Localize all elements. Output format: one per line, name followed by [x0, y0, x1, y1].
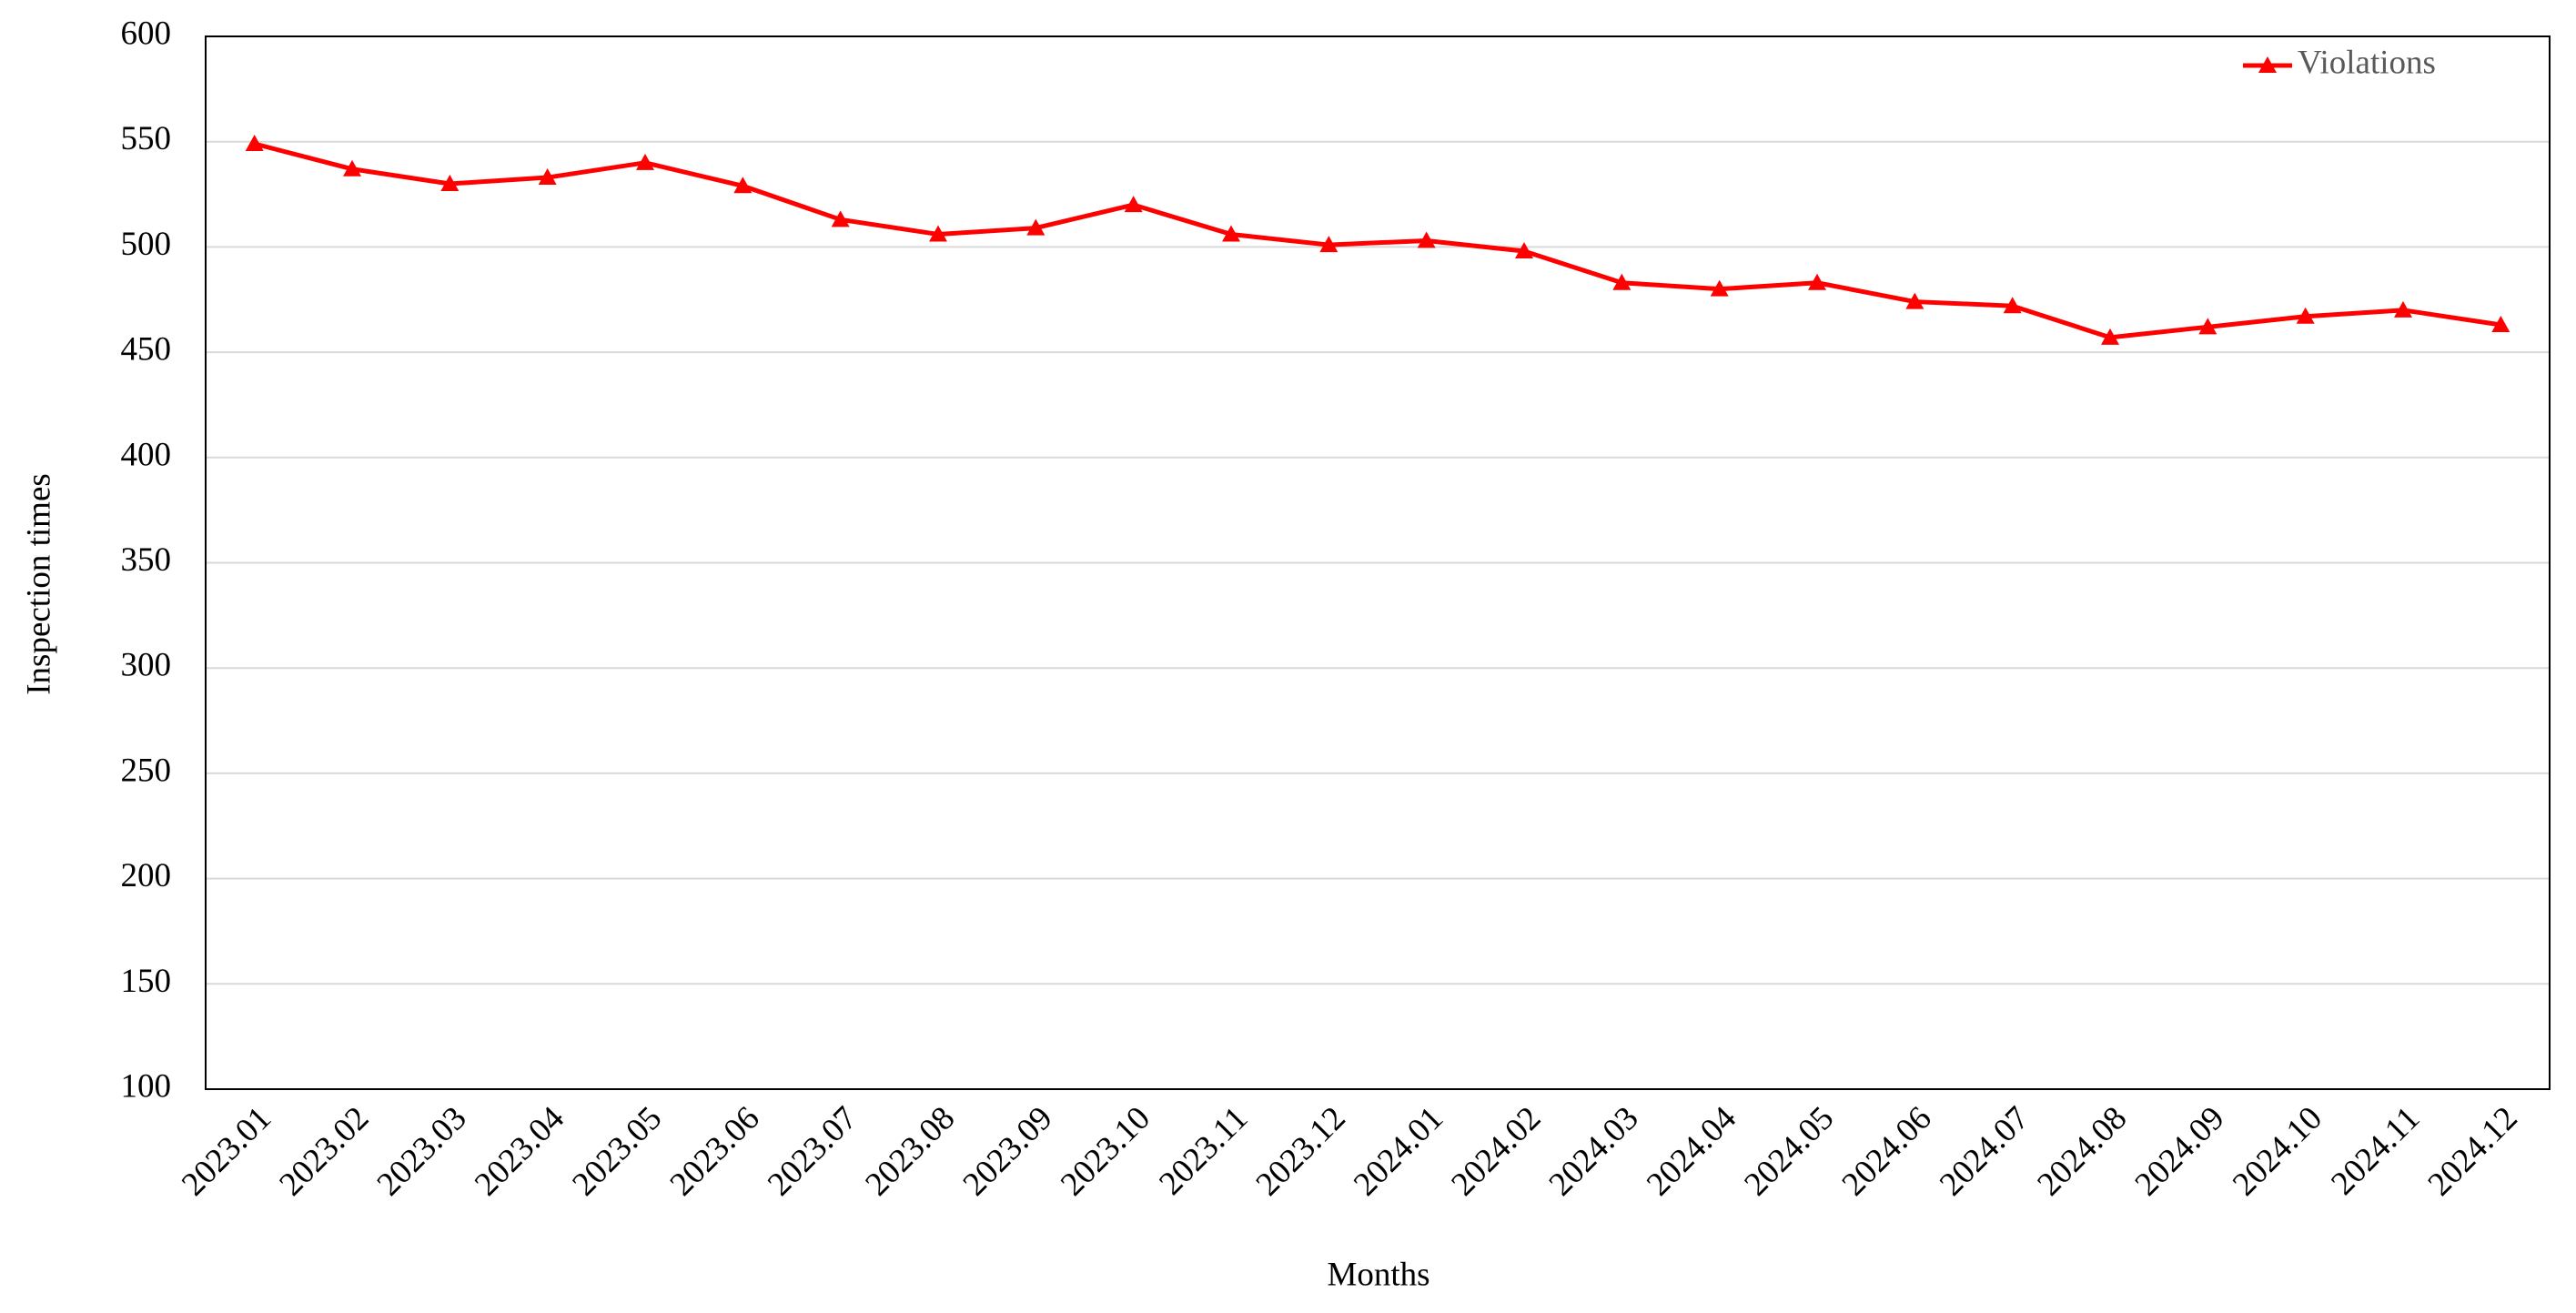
marker: [1905, 292, 1924, 309]
plot-frame: [205, 35, 2551, 1090]
marker: [1319, 236, 1339, 253]
marker: [1808, 273, 1826, 290]
y-tick-label: 250: [121, 752, 172, 789]
y-tick-label: 150: [121, 963, 172, 1000]
x-tick-label: 2023.03: [370, 1099, 474, 1203]
marker: [831, 210, 850, 227]
x-tick-label: 2023.08: [858, 1099, 962, 1203]
marker: [2296, 307, 2315, 324]
y-axis-title: Inspection times: [20, 473, 57, 695]
y-tick-label: 450: [121, 331, 172, 369]
marker: [1612, 273, 1631, 290]
x-tick-label: 2023.04: [468, 1099, 571, 1203]
y-tick-label: 400: [121, 436, 172, 473]
marker: [2394, 300, 2412, 318]
marker: [245, 135, 264, 152]
marker: [2198, 318, 2217, 335]
marker: [1222, 225, 1240, 242]
y-tick-label: 200: [121, 857, 172, 894]
x-tick-label: 2023.01: [175, 1099, 278, 1203]
marker: [1417, 231, 1436, 248]
x-tick-label: 2023.06: [663, 1099, 767, 1203]
marker: [1026, 218, 1046, 236]
marker: [1515, 242, 1533, 259]
y-tick-label: 300: [121, 647, 172, 684]
y-tick-label: 600: [121, 15, 172, 52]
marker: [2491, 316, 2510, 333]
y-tick-label: 350: [121, 541, 172, 579]
marker: [1710, 279, 1729, 297]
y-tick-label: 100: [121, 1067, 172, 1105]
marker: [343, 159, 361, 177]
x-tick-label: 2024.11: [2324, 1099, 2427, 1202]
marker: [1124, 196, 1143, 213]
marker: [636, 153, 654, 170]
marker: [538, 168, 557, 186]
y-tick-label: 550: [121, 120, 172, 157]
x-tick-label: 2023.07: [761, 1099, 864, 1203]
x-tick-label: 2023.02: [272, 1099, 376, 1203]
x-tick-label: 2024.01: [1347, 1099, 1450, 1203]
x-tick-label: 2023.10: [1054, 1099, 1157, 1203]
x-axis-title: Months: [1327, 1256, 1429, 1293]
x-tick-label: 2024.12: [2421, 1099, 2525, 1203]
legend-label: Violations: [2298, 44, 2436, 81]
legend-marker: [2258, 56, 2277, 73]
marker: [929, 225, 947, 242]
x-tick-label: 2024.03: [1542, 1099, 1646, 1203]
marker: [440, 174, 460, 191]
x-tick-label: 2023.05: [565, 1099, 669, 1203]
y-tick-label: 500: [121, 226, 172, 263]
line: [254, 141, 2501, 340]
x-tick-label: 2024.10: [2226, 1099, 2329, 1203]
x-tick-label: 2024.08: [2030, 1099, 2134, 1203]
x-tick-label: 2024.05: [1737, 1099, 1841, 1203]
marker: [2101, 328, 2119, 345]
x-tick-label: 2024.02: [1444, 1099, 1548, 1203]
x-tick-label: 2023.12: [1249, 1099, 1353, 1203]
x-tick-label: 2023.11: [1152, 1099, 1255, 1202]
marker: [733, 177, 753, 194]
x-tick-label: 2023.09: [956, 1099, 1060, 1203]
x-tick-label: 2024.06: [1835, 1099, 1939, 1203]
x-tick-label: 2024.07: [1933, 1099, 2036, 1203]
x-tick-label: 2024.04: [1640, 1099, 1743, 1203]
x-tick-label: 2024.09: [2128, 1099, 2232, 1203]
marker: [2003, 297, 2022, 314]
